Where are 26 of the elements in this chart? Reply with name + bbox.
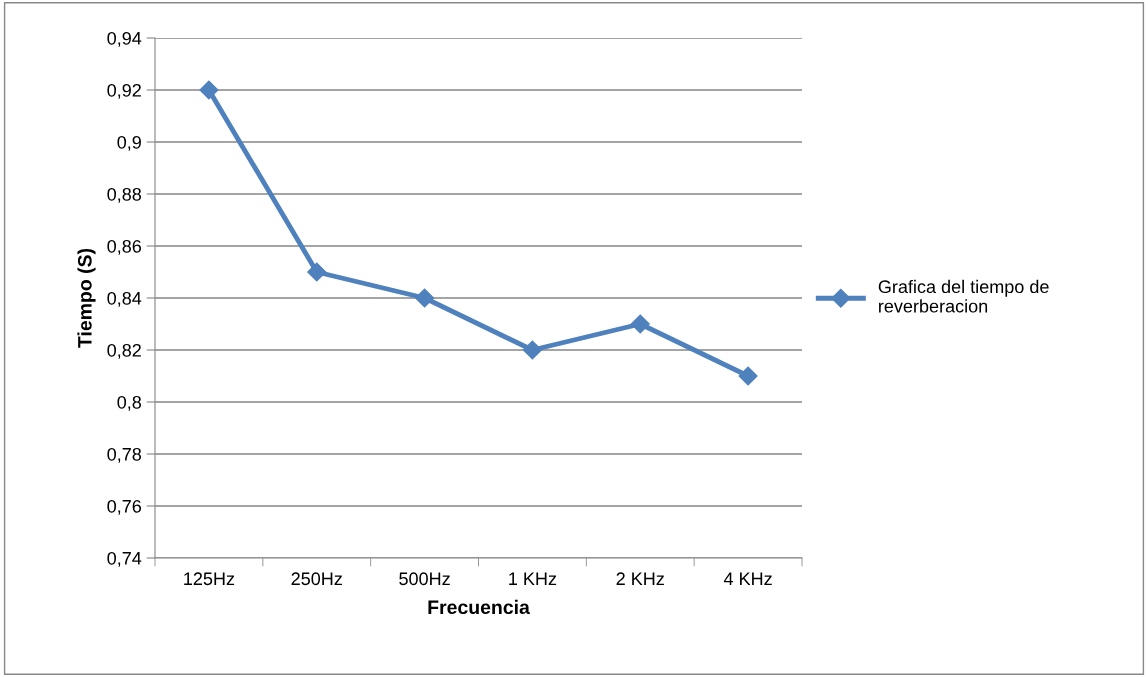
y-tick-label: 0,76 <box>107 499 142 515</box>
x-axis-title: Frecuencia <box>428 599 530 615</box>
y-tick-label: 0,82 <box>107 343 141 359</box>
y-tick-label: 0,86 <box>107 239 142 255</box>
x-tick-label: 2 KHz <box>616 572 664 585</box>
point <box>307 262 327 282</box>
y-axis-title: Tiempo (S) <box>77 248 96 348</box>
point <box>522 340 542 360</box>
y-tick-label: 0,92 <box>107 83 141 99</box>
point <box>199 80 219 100</box>
y-tick-label: 0,74 <box>107 551 142 567</box>
x-tick-label: 250Hz <box>291 572 342 586</box>
y-tick-label: 0,9 <box>117 135 141 151</box>
y-tick-label: 0,78 <box>107 447 142 463</box>
y-tick-label: 0,84 <box>107 291 142 307</box>
y-tick-label: 0,94 <box>107 31 142 47</box>
y-tick-label: 0,8 <box>117 395 142 411</box>
x-tick-label: 125Hz <box>184 572 235 586</box>
point <box>415 288 435 308</box>
legend-label: Grafica del tiempo de reverberacion <box>878 279 1049 313</box>
x-tick-label: 500Hz <box>399 572 450 586</box>
x-tick-label: 1 KHz <box>509 572 557 585</box>
x-tick-label: 4 KHz <box>723 572 772 585</box>
point <box>630 314 650 334</box>
y-tick-label: 0,88 <box>107 187 142 203</box>
point <box>738 366 758 386</box>
